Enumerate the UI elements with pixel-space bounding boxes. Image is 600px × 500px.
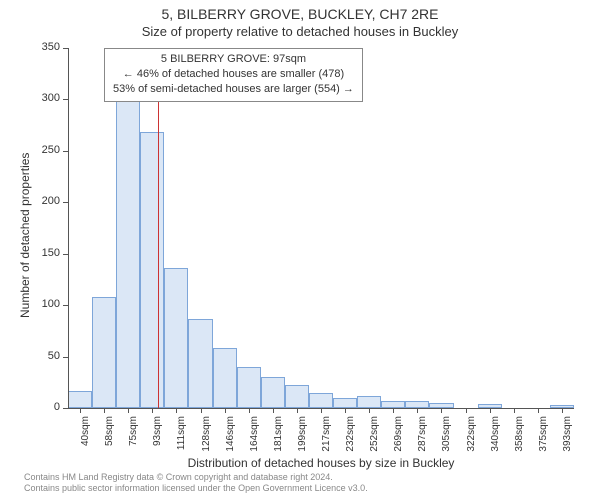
chart-plot <box>68 48 574 408</box>
footer-line-1: Contains HM Land Registry data © Crown c… <box>24 472 368 483</box>
x-tick-label: 252sqm <box>369 416 380 456</box>
x-tick-label: 340sqm <box>490 416 501 456</box>
histogram-bar <box>261 377 285 408</box>
x-tick-mark <box>176 408 177 413</box>
x-tick-label: 146sqm <box>225 416 236 456</box>
x-tick-mark <box>369 408 370 413</box>
x-tick-mark <box>249 408 250 413</box>
y-tick-label: 300 <box>20 92 60 104</box>
x-tick-mark <box>80 408 81 413</box>
property-size-histogram: 5, BILBERRY GROVE, BUCKLEY, CH7 2RE Size… <box>0 0 600 500</box>
chart-title-main: 5, BILBERRY GROVE, BUCKLEY, CH7 2RE <box>0 6 600 22</box>
x-tick-mark <box>514 408 515 413</box>
y-tick-mark <box>63 99 68 100</box>
histogram-bar <box>285 385 309 408</box>
chart-plot-area <box>68 48 574 408</box>
histogram-bar <box>333 398 357 408</box>
infobox-line-3: 53% of semi-detached houses are larger (… <box>113 82 354 97</box>
histogram-bar <box>164 268 188 408</box>
x-tick-label: 393sqm <box>562 416 573 456</box>
x-tick-label: 305sqm <box>441 416 452 456</box>
histogram-bar <box>405 401 429 408</box>
x-tick-label: 217sqm <box>321 416 332 456</box>
x-tick-label: 232sqm <box>345 416 356 456</box>
x-tick-mark <box>441 408 442 413</box>
x-tick-label: 322sqm <box>466 416 477 456</box>
histogram-bar <box>213 348 237 408</box>
y-axis-line <box>68 48 69 408</box>
x-tick-mark <box>297 408 298 413</box>
histogram-bar <box>237 367 261 408</box>
x-tick-label: 75sqm <box>128 416 139 456</box>
y-tick-mark <box>63 357 68 358</box>
y-tick-label: 0 <box>20 401 60 413</box>
x-tick-mark <box>104 408 105 413</box>
footer-line-2: Contains public sector information licen… <box>24 483 368 494</box>
x-tick-label: 287sqm <box>417 416 428 456</box>
histogram-bar <box>381 401 405 408</box>
x-tick-label: 181sqm <box>273 416 284 456</box>
y-tick-mark <box>63 254 68 255</box>
x-tick-label: 40sqm <box>80 416 91 456</box>
x-tick-mark <box>393 408 394 413</box>
x-tick-mark <box>321 408 322 413</box>
x-tick-mark <box>538 408 539 413</box>
x-tick-label: 199sqm <box>297 416 308 456</box>
x-tick-label: 111sqm <box>176 416 187 456</box>
x-tick-mark <box>466 408 467 413</box>
x-tick-mark <box>128 408 129 413</box>
chart-title-sub: Size of property relative to detached ho… <box>0 24 600 39</box>
infobox-line-2: ← 46% of detached houses are smaller (47… <box>113 67 354 82</box>
x-tick-mark <box>490 408 491 413</box>
y-tick-mark <box>63 202 68 203</box>
x-axis-title: Distribution of detached houses by size … <box>68 456 574 470</box>
footer-attribution: Contains HM Land Registry data © Crown c… <box>24 472 368 495</box>
y-tick-mark <box>63 305 68 306</box>
histogram-bar <box>68 391 92 408</box>
histogram-bar <box>116 91 140 408</box>
x-tick-mark <box>225 408 226 413</box>
y-tick-mark <box>63 151 68 152</box>
y-tick-mark <box>63 408 68 409</box>
y-axis-title: Number of detached properties <box>18 153 32 318</box>
histogram-bar <box>92 297 116 408</box>
x-tick-label: 269sqm <box>393 416 404 456</box>
x-tick-label: 164sqm <box>249 416 260 456</box>
histogram-bar <box>188 319 212 408</box>
histogram-bar <box>357 396 381 408</box>
x-tick-mark <box>152 408 153 413</box>
chart-infobox: 5 BILBERRY GROVE: 97sqm ← 46% of detache… <box>104 48 363 102</box>
x-tick-mark <box>273 408 274 413</box>
y-tick-mark <box>63 48 68 49</box>
x-tick-mark <box>562 408 563 413</box>
y-tick-label: 350 <box>20 41 60 53</box>
y-tick-label: 50 <box>20 350 60 362</box>
x-tick-mark <box>201 408 202 413</box>
histogram-bar <box>140 132 164 408</box>
x-tick-mark <box>345 408 346 413</box>
histogram-bar <box>309 393 333 408</box>
infobox-line-1: 5 BILBERRY GROVE: 97sqm <box>113 52 354 67</box>
x-tick-label: 358sqm <box>514 416 525 456</box>
x-tick-label: 128sqm <box>201 416 212 456</box>
x-tick-label: 58sqm <box>104 416 115 456</box>
property-marker-line <box>158 48 159 408</box>
x-tick-label: 375sqm <box>538 416 549 456</box>
x-tick-mark <box>417 408 418 413</box>
x-tick-label: 93sqm <box>152 416 163 456</box>
